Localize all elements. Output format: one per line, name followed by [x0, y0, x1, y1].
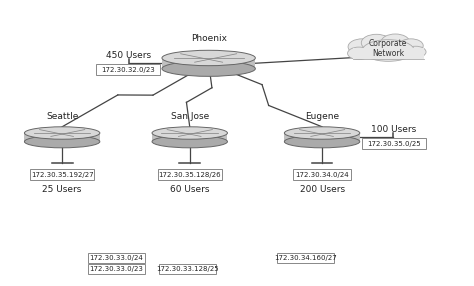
FancyBboxPatch shape: [96, 64, 160, 75]
FancyBboxPatch shape: [30, 170, 94, 180]
Ellipse shape: [347, 47, 370, 59]
Text: 450 Users: 450 Users: [106, 51, 151, 60]
FancyBboxPatch shape: [353, 48, 424, 59]
Text: 200 Users: 200 Users: [300, 185, 345, 194]
Text: 172.30.35.192/27: 172.30.35.192/27: [31, 172, 93, 178]
Text: 172.30.34.0/24: 172.30.34.0/24: [295, 172, 349, 178]
FancyBboxPatch shape: [159, 264, 216, 274]
Text: 60 Users: 60 Users: [170, 185, 210, 194]
Text: 25 Users: 25 Users: [43, 185, 82, 194]
FancyBboxPatch shape: [293, 170, 351, 180]
FancyBboxPatch shape: [88, 264, 145, 274]
Polygon shape: [284, 133, 360, 142]
Text: San Jose: San Jose: [171, 112, 209, 120]
Text: 172.30.35.128/26: 172.30.35.128/26: [158, 172, 221, 178]
Ellipse shape: [284, 135, 360, 148]
Ellipse shape: [162, 61, 255, 76]
Polygon shape: [152, 133, 228, 142]
Polygon shape: [162, 58, 255, 69]
Ellipse shape: [25, 127, 100, 139]
Ellipse shape: [405, 46, 426, 57]
Text: Seattle: Seattle: [46, 112, 78, 120]
Text: 172.30.33.0/23: 172.30.33.0/23: [90, 266, 144, 272]
FancyBboxPatch shape: [277, 253, 334, 263]
Ellipse shape: [25, 135, 100, 148]
Text: 172.30.32.0/23: 172.30.32.0/23: [101, 67, 155, 73]
Ellipse shape: [381, 34, 410, 50]
Text: 100 Users: 100 Users: [371, 125, 416, 134]
Text: 172.30.34.160/27: 172.30.34.160/27: [274, 255, 337, 261]
Ellipse shape: [162, 50, 255, 66]
Polygon shape: [25, 133, 100, 142]
Text: Phoenix: Phoenix: [191, 34, 227, 43]
Text: Eugene: Eugene: [305, 112, 339, 120]
Ellipse shape: [362, 40, 414, 61]
Ellipse shape: [284, 127, 360, 139]
Text: Corporate
Network: Corporate Network: [369, 39, 408, 58]
FancyBboxPatch shape: [88, 253, 145, 263]
Text: 172.30.33.0/24: 172.30.33.0/24: [90, 255, 143, 261]
Text: 172.30.33.128/25: 172.30.33.128/25: [156, 266, 219, 272]
Ellipse shape: [152, 127, 228, 139]
Ellipse shape: [152, 135, 228, 148]
FancyBboxPatch shape: [157, 170, 222, 180]
Text: 172.30.35.0/25: 172.30.35.0/25: [367, 141, 420, 146]
FancyBboxPatch shape: [362, 138, 426, 149]
Ellipse shape: [399, 39, 423, 53]
Ellipse shape: [361, 34, 392, 51]
Ellipse shape: [348, 39, 376, 55]
